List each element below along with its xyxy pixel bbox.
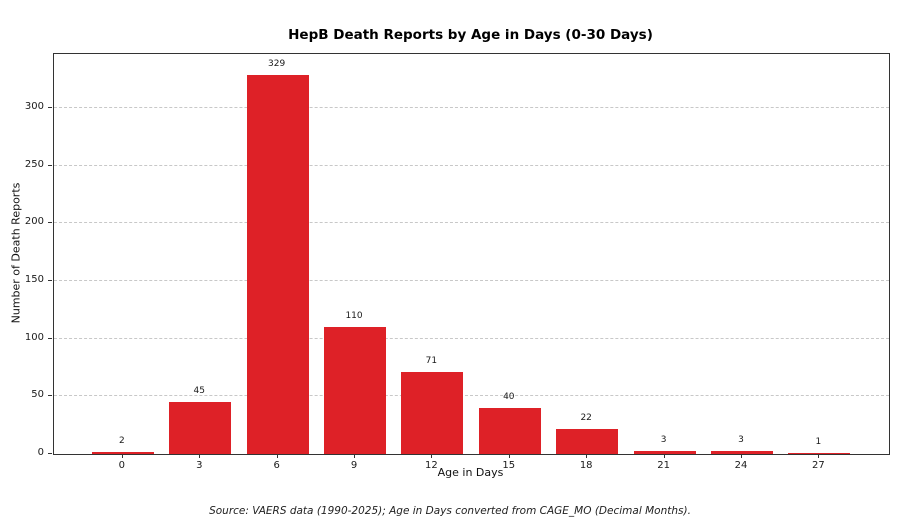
- chart-title: HepB Death Reports by Age in Days (0-30 …: [288, 27, 653, 43]
- x-tick-mark-18: [586, 454, 588, 458]
- bar-value-label-age-18: 22: [580, 412, 592, 423]
- y-tick-mark-200: [48, 222, 52, 224]
- gridline-y-150: [54, 280, 889, 282]
- x-tick-label-12: 12: [425, 460, 438, 471]
- x-tick-label-18: 18: [579, 460, 593, 471]
- x-tick-mark-3: [199, 454, 201, 458]
- bar-value-label-age-15: 40: [503, 391, 515, 402]
- bar-age-0: [91, 451, 154, 454]
- y-tick-mark-300: [48, 107, 52, 109]
- y-tick-label-0: 0: [37, 447, 44, 458]
- y-tick-label-100: 100: [24, 331, 44, 343]
- x-tick-label-3: 3: [196, 460, 203, 471]
- x-axis-title: Age in Days: [437, 466, 504, 479]
- gridline-y-200: [54, 222, 889, 224]
- y-tick-label-150: 150: [24, 274, 44, 286]
- gridline-y-300: [54, 107, 889, 109]
- gridline-y-100: [54, 337, 889, 339]
- bar-age-18: [556, 428, 619, 454]
- y-tick-label-50: 50: [31, 389, 44, 401]
- y-axis-title: Number of Death Reports: [9, 182, 23, 324]
- bar-value-label-age-3: 45: [193, 386, 205, 397]
- y-tick-label-300: 300: [24, 101, 44, 113]
- x-tick-label-24: 24: [734, 460, 748, 471]
- y-tick-label-250: 250: [24, 158, 44, 170]
- bar-value-label-age-27: 1: [815, 436, 822, 447]
- bar-value-label-age-9: 110: [345, 311, 363, 322]
- x-tick-mark-6: [276, 454, 278, 458]
- bar-age-12: [401, 372, 464, 454]
- x-tick-mark-9: [354, 454, 356, 458]
- plot-area: [53, 53, 890, 455]
- bar-age-15: [478, 407, 541, 454]
- bar-age-3: [169, 402, 232, 454]
- y-tick-mark-100: [48, 337, 52, 339]
- x-tick-mark-21: [663, 454, 665, 458]
- x-tick-label-9: 9: [350, 460, 358, 471]
- bar-value-label-age-12: 71: [425, 356, 438, 367]
- bar-value-label-age-0: 2: [118, 435, 125, 446]
- y-tick-label-200: 200: [24, 216, 44, 228]
- x-tick-mark-12: [431, 454, 433, 458]
- x-tick-mark-15: [508, 454, 510, 458]
- y-tick-mark-0: [48, 453, 52, 454]
- gridline-y-250: [54, 164, 889, 166]
- y-tick-mark-250: [48, 164, 52, 166]
- x-tick-label-21: 21: [657, 460, 670, 471]
- gridline-y-50: [54, 395, 889, 397]
- bar-age-24: [711, 450, 773, 454]
- x-tick-label-6: 6: [273, 460, 280, 471]
- x-tick-label-15: 15: [502, 460, 516, 471]
- bar-age-27: [788, 452, 851, 454]
- bar-age-9: [324, 327, 386, 454]
- x-tick-mark-0: [121, 454, 123, 458]
- bar-age-21: [633, 450, 696, 454]
- bar-value-label-age-21: 3: [660, 434, 667, 445]
- source-note: Source: VAERS data (1990-2025); Age in D…: [209, 505, 691, 517]
- x-tick-label-27: 27: [811, 460, 825, 471]
- x-tick-mark-24: [740, 454, 742, 458]
- bar-value-label-age-6: 329: [268, 58, 286, 69]
- bar-value-label-age-24: 3: [738, 434, 744, 445]
- bar-age-6: [246, 74, 309, 454]
- y-tick-mark-50: [48, 395, 52, 397]
- x-tick-label-0: 0: [118, 460, 126, 471]
- y-tick-mark-150: [48, 280, 52, 282]
- x-tick-mark-27: [818, 454, 820, 458]
